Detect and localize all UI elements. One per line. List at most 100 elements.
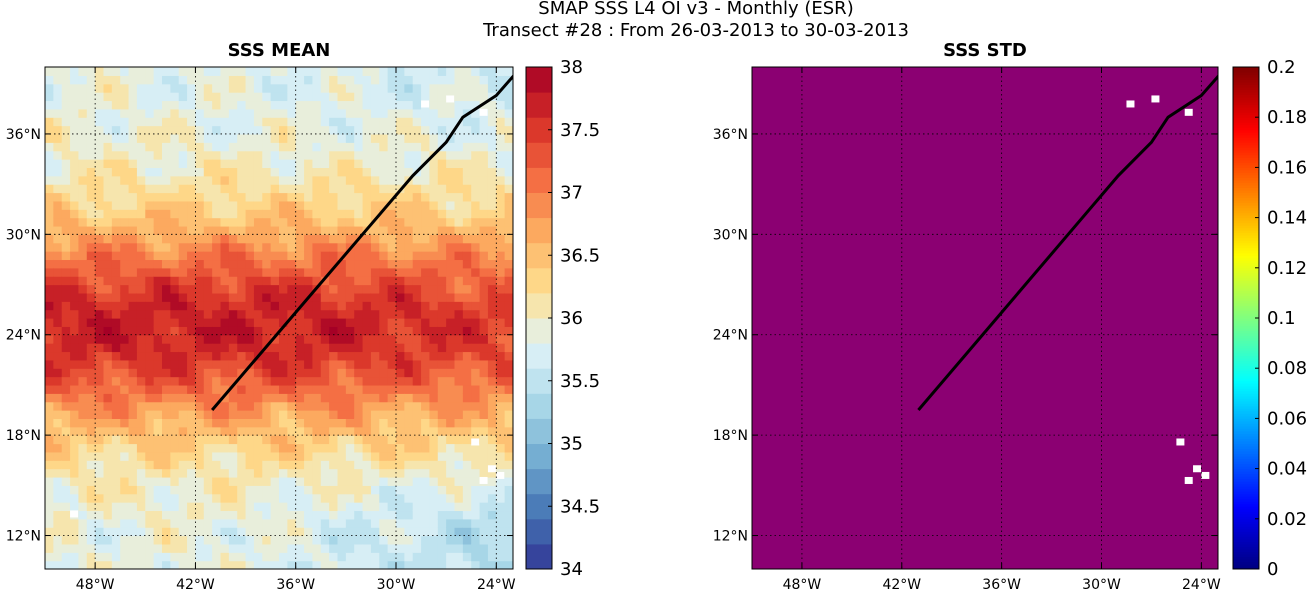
x-tick-label: 30°W [377,577,416,591]
sss-cell [429,108,439,118]
sss-cell [61,384,71,394]
sss-cell [162,192,171,202]
sss-cell [203,493,213,503]
sss-cell [446,343,456,353]
sss-cell [504,476,513,486]
sss-cell [220,242,230,252]
sss-cell [128,560,138,569]
sss-cell [429,418,439,428]
sss-cell [412,410,422,419]
sss-cell [404,334,414,344]
colorbar-segment [1233,420,1259,424]
sss-cell [111,150,121,160]
sss-cell [86,351,96,361]
sss-cell [70,535,80,545]
sss-cell [320,384,330,394]
sss-cell [454,83,464,93]
sss-cell [245,292,255,302]
sss-cell [111,493,121,503]
sss-cell [337,535,347,545]
sss-cell [504,468,513,478]
sss-cell [45,502,54,512]
sss-cell [287,92,297,102]
sss-cell [421,502,431,512]
sss-cell [287,225,297,235]
y-tick-label: 36°N [6,127,41,143]
sss-cell [362,493,372,503]
sss-cell [354,167,364,177]
sss-cell [128,376,138,386]
sss-cell [95,117,105,127]
sss-cell [111,468,121,478]
sss-cell [228,326,238,336]
sss-cell [379,543,389,553]
colorbar-segment [1233,323,1259,327]
sss-cell [437,384,447,394]
sss-cell [178,560,188,569]
sss-cell [270,359,280,369]
sss-cell [404,359,414,369]
sss-cell [370,485,380,495]
sss-cell [337,259,347,269]
sss-cell [187,192,197,202]
sss-cell [345,393,355,403]
sss-cell [86,92,96,102]
sss-cell [312,443,322,453]
colorbar-segment [1233,179,1259,183]
sss-cell [504,552,513,562]
sss-cell [153,485,163,495]
sss-cell [462,83,472,93]
sss-cell [61,292,71,302]
sss-cell [262,92,272,102]
sss-cell [212,150,222,160]
sss-cell [304,543,314,553]
sss-cell [396,435,405,445]
sss-cell [354,476,364,486]
sss-cell [329,476,339,486]
sss-cell [345,401,355,411]
sss-cell [379,108,389,118]
sss-cell [462,376,472,386]
sss-cell [287,167,297,177]
sss-cell [45,309,54,319]
sss-cell [270,468,280,478]
sss-cell [412,552,422,562]
y-tick-label: 36°N [713,127,748,143]
sss-cell [220,393,230,403]
sss-cell [345,326,355,336]
colorbar-segment [1233,250,1259,254]
sss-cell [462,217,472,227]
sss-cell [387,92,397,102]
sss-cell [396,543,405,553]
sss-cell [78,401,88,411]
sss-cell [237,384,247,394]
sss-cell [253,334,263,344]
x-tick-label: 48°W [783,577,822,591]
sss-cell [120,376,130,386]
sss-cell [53,393,63,403]
sss-cell [387,267,397,277]
sss-cell [203,175,213,185]
sss-cell [103,125,113,135]
sss-cell [354,200,364,210]
sss-cell [128,393,138,403]
sss-cell [446,351,456,361]
sss-cell [446,234,456,244]
sss-cell [320,510,330,520]
sss-cell [103,242,113,252]
sss-cell [86,359,96,369]
colorbar-segment [1233,345,1259,349]
sss-cell [362,192,372,202]
sss-cell [203,242,213,252]
sss-cell [362,393,372,403]
sss-cell [220,451,230,461]
sss-cell [387,184,397,194]
sss-cell [145,485,155,495]
sss-cell [86,184,96,194]
sss-cell [396,485,405,495]
colorbar-tick-label: 35 [560,434,583,455]
sss-cell [320,535,330,545]
sss-cell [178,426,188,436]
sss-cell [412,83,422,93]
sss-cell [287,527,297,537]
